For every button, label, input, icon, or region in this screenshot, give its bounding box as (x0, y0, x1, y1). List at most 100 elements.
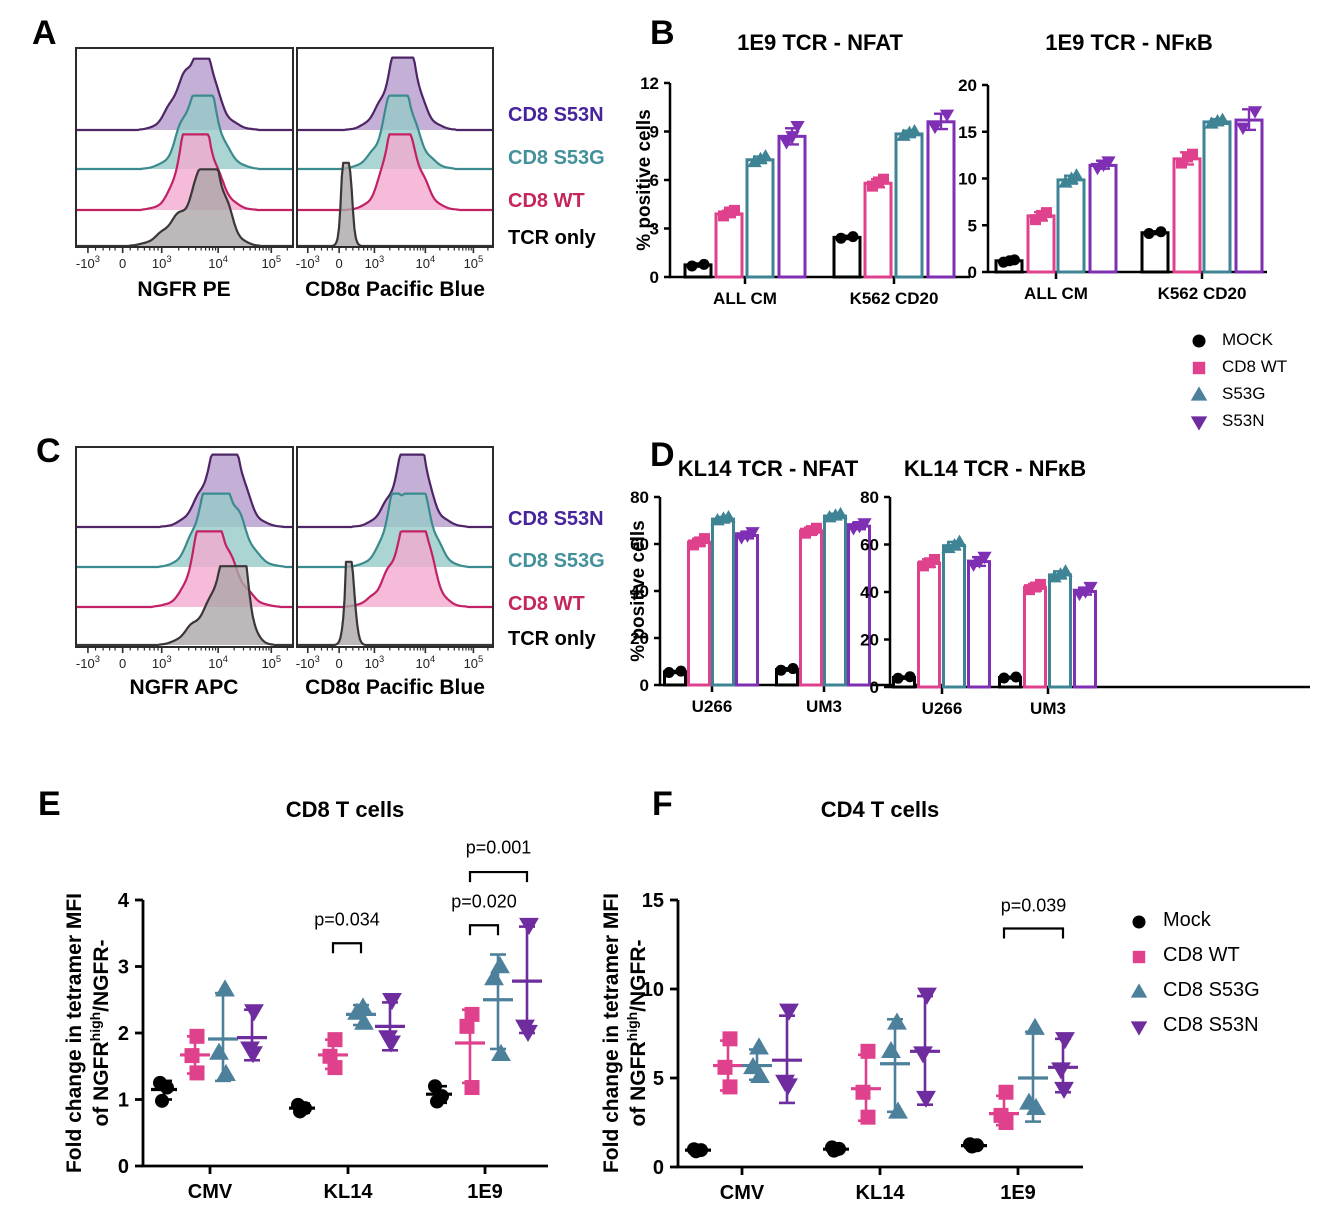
y-tick-label: 5 (653, 1068, 664, 1090)
axis-tick-label: -103 (296, 254, 320, 271)
y-tick-label: 12 (640, 74, 659, 93)
bar (687, 540, 711, 687)
y-tick-label: 0 (650, 268, 659, 287)
data-point-square (464, 1006, 480, 1022)
scatter-chart-scatter-cd8-t-cells: 0 1 2 3 4 CMV KL14 1E9 p=0.034 p=0.020 p=0.001 (118, 837, 548, 1203)
data-point-circle (892, 672, 904, 684)
bar (894, 132, 924, 279)
data-point-triangle-up (887, 1012, 907, 1030)
bar (863, 181, 893, 279)
data-point-circle (698, 258, 710, 270)
legend-marker-triangle-up (1190, 385, 1208, 401)
bar (832, 235, 862, 279)
bar (967, 560, 991, 689)
histogram-curve-cd8-s53g (77, 94, 292, 171)
panel-e-scatter-chart: 0 1 2 3 4 CMV KL14 1E9 p=0.034 p=0.020 p=0.001 (118, 837, 548, 1203)
chart-title-kl14-nfat: KL14 TCR - NFAT (677, 456, 859, 481)
data-point-circle (1155, 226, 1167, 238)
panel-b-label: B (650, 14, 675, 52)
flow-legend-item: TCR only (508, 628, 596, 650)
data-point-triangle-down (939, 109, 955, 122)
data-point-square (811, 522, 822, 534)
y-tick-label: 6 (650, 171, 659, 190)
y-tick-label: 10 (958, 170, 977, 189)
data-point-square (322, 1048, 338, 1064)
panel-e: E CD8 T cells Fold change in tetramer MF… (30, 775, 640, 1218)
axis-tick-label: -103 (296, 654, 320, 671)
data-point-square (1176, 157, 1187, 169)
chart-title-1e9-nfkb: 1E9 TCR - NFκB (1045, 30, 1213, 55)
y-tick-label: 0 (870, 678, 879, 697)
data-point-triangle-down (779, 137, 794, 150)
data-point-triangle-up (215, 979, 235, 997)
bar (942, 544, 966, 689)
panel-d-label: D (650, 436, 675, 474)
category-label: KL14 (324, 1181, 374, 1203)
legend-label: S53N (1222, 410, 1265, 430)
data-point-triangle-down (779, 1003, 799, 1021)
data-point-circle (430, 1094, 444, 1109)
data-point-circle (155, 1093, 169, 1108)
histogram-curve-cd8-s53n (77, 57, 292, 132)
flow-plot-flow-c-cd8a-pacific-blue: -103 0 103 104 105 (296, 446, 494, 671)
xaxis-label-cd8a-pacific-blue: CD8α Pacific Blue (305, 278, 485, 301)
flow-legend-item: CD8 WT (508, 593, 585, 615)
axis-tick-label: -103 (76, 254, 100, 271)
data-point-triangle-up (881, 1040, 901, 1059)
data-point-square (722, 1079, 738, 1095)
data-point-circle (904, 671, 916, 683)
y-tick-label: 60 (860, 536, 879, 555)
category-label: K562 CD20 (850, 289, 939, 308)
bar (1088, 163, 1118, 274)
legend-item: S53N (1189, 407, 1287, 434)
histogram-curve-cd8-wt (298, 133, 492, 212)
y-tick-label: 20 (958, 76, 977, 95)
axis-tick-label: 103 (365, 654, 385, 671)
x-axis-ticks: -103 0 103 104 105 (296, 647, 489, 671)
y-tick-label: 80 (860, 488, 879, 507)
data-point-triangle-up (952, 534, 967, 547)
data-point-triangle-down (778, 1078, 798, 1096)
legend-label: S53G (1222, 383, 1266, 403)
data-point-circle (689, 1144, 703, 1159)
p-value-bracket (1002, 927, 1065, 939)
histogram-curve-cd8-s53n (298, 56, 492, 132)
axis-tick-label: 103 (152, 254, 172, 271)
data-point-triangle-up (721, 509, 736, 523)
flow-legend-item: CD8 S53N (508, 104, 604, 126)
data-point-square (722, 1031, 738, 1047)
histogram-curve-cd8-s53g (298, 94, 492, 171)
legend-marker-square (1132, 950, 1146, 963)
histogram-curve-cd8-s53g (298, 492, 492, 569)
y-tick-label: 2 (118, 1023, 129, 1045)
flow-legend-item: CD8 S53G (508, 550, 605, 572)
legend-marker-square (1192, 361, 1206, 374)
panel-f-scatter-chart: 0 5 10 15 CMV KL14 1E9 p=0.039 (642, 890, 1083, 1204)
data-point-square (717, 1059, 733, 1075)
y-tick-label: 15 (958, 123, 977, 142)
histogram-curve-cd8-s53g (77, 492, 292, 569)
data-point-triangle-down (1083, 581, 1098, 595)
data-point-circle (787, 663, 799, 675)
data-point-square (1030, 214, 1041, 226)
bar-chart-bar-1e9-nfat: 0 3 6 9 12 ALL CM K562 CD20 (640, 74, 970, 308)
data-point-square (1187, 148, 1198, 160)
panel-c-flow-histograms: -103 0 103 104 105 -103 0 103 104 105 (75, 446, 494, 671)
legend-label: CD8 S53N (1163, 1014, 1259, 1036)
p-value-label: p=0.020 (451, 891, 517, 911)
data-point-square (998, 1115, 1014, 1130)
bar (1056, 178, 1086, 274)
p-value-bracket (468, 924, 500, 936)
histogram-curve-tcr-only (77, 565, 292, 646)
flow-legend-item: CD8 S53N (508, 508, 604, 530)
bar (1048, 573, 1072, 689)
y-tick-label: 9 (650, 123, 659, 142)
category-label: CMV (188, 1181, 233, 1203)
data-point-triangle-up (907, 124, 922, 137)
category-label: 1E9 (1000, 1182, 1036, 1204)
panel-f-label: F (652, 785, 673, 823)
y-tick-label: 40 (630, 582, 649, 601)
axis-tick-label: 0 (119, 256, 126, 271)
y-tick-label: 10 (642, 979, 664, 1001)
data-point-triangle-up (490, 956, 510, 974)
